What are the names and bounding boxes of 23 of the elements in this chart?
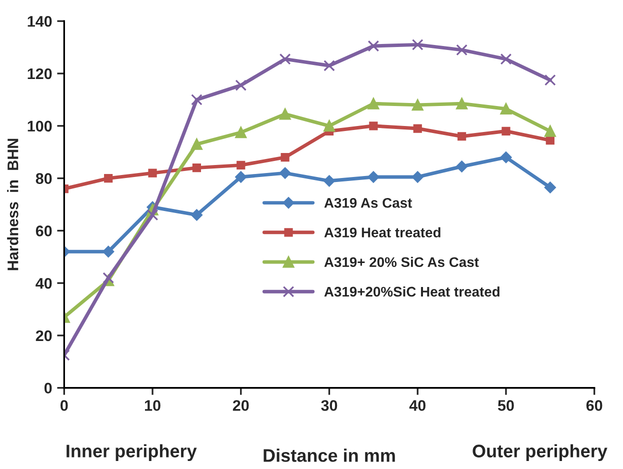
- y-tick-label: 20: [36, 330, 52, 342]
- x-axis-title: Distance in mm: [264, 448, 395, 462]
- x-tick-label: 30: [321, 400, 338, 411]
- y-tick-label: 0: [44, 382, 52, 394]
- y-tick-label: 100: [28, 120, 52, 132]
- text: Outer periphery: [472, 444, 608, 462]
- x-tick-label: 40: [409, 400, 426, 411]
- legend-label: A319+ 20% SiC As Cast: [324, 256, 479, 268]
- legend-label: A319 As Cast: [324, 198, 412, 208]
- y-tick-label: 40: [36, 278, 52, 289]
- legend-label: A319 Heat treated: [324, 227, 440, 238]
- y-tick-label: 140: [28, 16, 52, 27]
- legend-label: A319+20%SiC Heat treated: [324, 286, 500, 297]
- y-axis-title: Hardness in BHN: [7, 138, 18, 270]
- text: Inner periphery: [66, 444, 197, 462]
- x-tick-label: 50: [498, 400, 514, 411]
- x-tick-label: 10: [144, 400, 160, 411]
- y-tick-label: 120: [28, 68, 52, 80]
- x-tick-label: 20: [232, 400, 249, 411]
- x-tick-label: 0: [60, 400, 68, 411]
- y-tick-label: 60: [36, 226, 52, 236]
- y-tick-label: 80: [36, 173, 52, 184]
- x-tick-label: 60: [586, 400, 602, 411]
